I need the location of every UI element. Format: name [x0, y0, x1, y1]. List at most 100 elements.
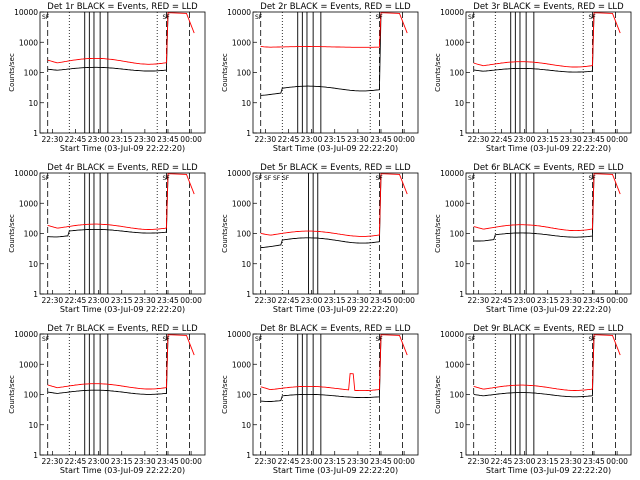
x-tick-label: 22:30 [255, 135, 277, 144]
x-tick-label: 22:30 [42, 296, 64, 305]
x-tick-label: 23:00 [514, 135, 536, 144]
series-lld [473, 334, 621, 391]
x-tick-label: 23:45 [583, 457, 605, 466]
x-tick-label: 23:30 [560, 135, 582, 144]
x-tick-label: 23:15 [537, 296, 559, 305]
x-tick-label: 22:30 [255, 457, 277, 466]
y-tick-label: 10000 [227, 8, 251, 17]
panel-det-4: 1 10 100 1000 10000 22:30 22:45 23:00 23:15 23:30… [8, 163, 206, 314]
series-lld [260, 12, 408, 48]
flag-label: SF [375, 175, 383, 182]
series-events [47, 173, 169, 238]
flag-label: SF [255, 336, 263, 343]
x-tick-label: 23:00 [301, 135, 323, 144]
y-tick-label: 1000 [232, 199, 251, 208]
y-tick-label: 10 [28, 99, 38, 108]
plot-frame [465, 172, 632, 295]
panel-det-1: 1 10 100 1000 10000 22:30 22:45 23:00 23:15 23:30… [8, 2, 206, 153]
flag-label: SF [588, 14, 596, 21]
x-tick-label: 23:00 [514, 457, 536, 466]
y-tick-label: 1000 [19, 199, 38, 208]
plot-frame [252, 333, 419, 456]
x-tick-label: 22:45 [491, 296, 513, 305]
panel-det-5: 1 10 100 1000 10000 22:30 22:45 23:00 23:15 23:30… [221, 163, 419, 314]
plot-frame [465, 11, 632, 134]
y-axis-label: Counts/sec [434, 375, 442, 414]
y-tick-label: 10 [241, 421, 251, 430]
y-tick-label: 1 [246, 451, 251, 460]
x-tick-label: 22:30 [468, 135, 490, 144]
series-lld [260, 173, 408, 237]
flag-label: SF [42, 336, 50, 343]
y-tick-label: 1000 [19, 360, 38, 369]
y-tick-label: 10000 [14, 330, 38, 339]
series-events [473, 173, 595, 242]
x-tick-label: 00:00 [393, 457, 415, 466]
y-tick-label: 1000 [232, 38, 251, 47]
x-tick-label: 23:00 [88, 296, 110, 305]
flag-label: SF [468, 14, 476, 21]
y-tick-label: 1000 [445, 360, 464, 369]
x-tick-label: 22:45 [278, 457, 300, 466]
x-axis-label: Start Time (03-Jul-09 22:22:20) [273, 305, 398, 314]
y-tick-label: 10000 [440, 330, 464, 339]
x-tick-label: 23:30 [134, 296, 156, 305]
y-tick-label: 1 [459, 290, 464, 299]
x-tick-label: 00:00 [180, 135, 202, 144]
x-tick-label: 22:45 [491, 457, 513, 466]
y-tick-label: 100 [237, 230, 252, 239]
y-tick-label: 10 [28, 260, 38, 269]
panel-det-7: 1 10 100 1000 10000 22:30 22:45 23:00 23:15 23:30… [8, 324, 206, 475]
panel-det-8: 1 10 100 1000 10000 22:30 22:45 23:00 23:15 23:30… [221, 324, 419, 475]
plot-frame [252, 11, 419, 134]
x-tick-label: 23:00 [88, 457, 110, 466]
series-events [473, 12, 595, 73]
series-lld [260, 334, 408, 392]
plot-frame [39, 11, 206, 134]
x-tick-label: 22:45 [278, 296, 300, 305]
x-tick-label: 23:45 [370, 457, 392, 466]
x-tick-label: 23:00 [88, 135, 110, 144]
flag-label: SF [255, 14, 263, 21]
y-axis-label: Counts/sec [8, 375, 16, 414]
panel-det-2: 1 10 100 1000 10000 22:30 22:45 23:00 23:15 23:30… [221, 2, 419, 153]
flag-label: SF [264, 175, 272, 182]
series-lld [47, 173, 195, 230]
x-tick-label: 22:45 [65, 457, 87, 466]
series-events [47, 334, 169, 395]
x-tick-label: 22:30 [42, 135, 64, 144]
series-lld [473, 12, 621, 68]
series-lld [473, 173, 621, 232]
x-tick-label: 23:30 [560, 296, 582, 305]
series-events [47, 12, 169, 72]
y-tick-label: 1 [459, 451, 464, 460]
x-tick-label: 23:30 [134, 135, 156, 144]
x-tick-label: 23:15 [324, 296, 346, 305]
x-tick-label: 23:45 [583, 296, 605, 305]
chart-title: Det 2r BLACK = Events, RED = LLD [260, 2, 411, 12]
flag-label: SF [255, 175, 263, 182]
y-tick-label: 100 [24, 230, 39, 239]
flag-label: SF [375, 336, 383, 343]
x-tick-label: 00:00 [393, 135, 415, 144]
x-tick-label: 00:00 [606, 135, 628, 144]
chart-title: Det 5r BLACK = Events, RED = LLD [260, 163, 411, 173]
x-tick-label: 23:15 [537, 135, 559, 144]
y-tick-label: 10 [28, 421, 38, 430]
y-tick-label: 10000 [227, 330, 251, 339]
x-tick-label: 23:15 [537, 457, 559, 466]
series-lld [47, 12, 195, 65]
flag-label: SF [162, 336, 170, 343]
y-tick-label: 100 [237, 69, 252, 78]
y-axis-label: Counts/sec [434, 214, 442, 253]
chart-title: Det 6r BLACK = Events, RED = LLD [473, 163, 624, 173]
flag-label: SF [468, 175, 476, 182]
series-events [260, 334, 382, 402]
y-tick-label: 1 [33, 129, 38, 138]
flag-label: SF [588, 175, 596, 182]
y-tick-label: 100 [450, 69, 465, 78]
x-tick-label: 23:15 [111, 457, 133, 466]
plot-frame [39, 172, 206, 295]
y-tick-label: 1 [246, 290, 251, 299]
